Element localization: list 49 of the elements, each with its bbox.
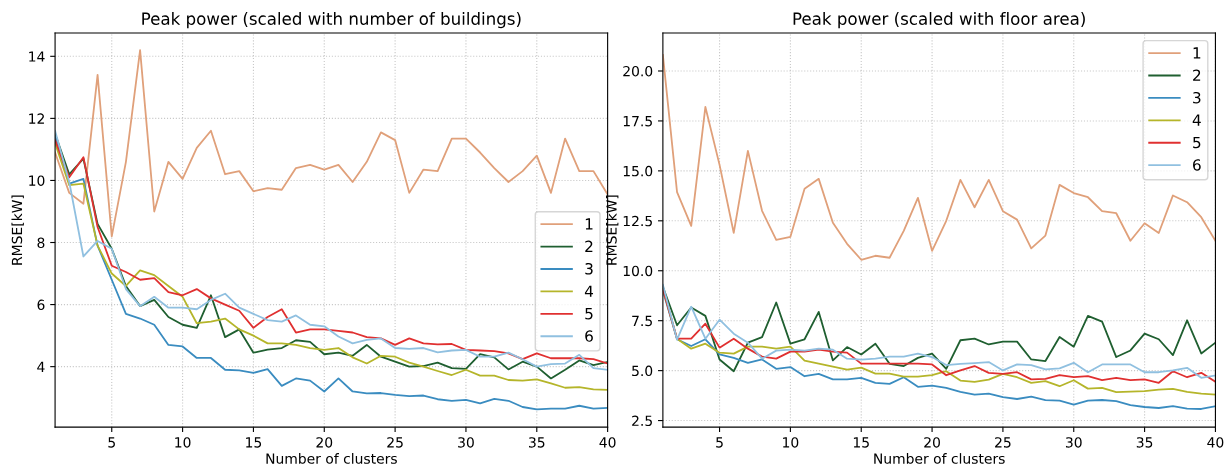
legend-label: 3 (585, 263, 593, 275)
legend-label: 6 (585, 330, 593, 342)
legend-label: 2 (1193, 69, 1201, 81)
x-tick-label: 5 (716, 437, 723, 448)
y-tick-label: 7.5 (632, 315, 652, 327)
y-axis-title: RMSE[kW] (606, 195, 619, 265)
y-tick-label: 6 (37, 299, 45, 311)
x-tick-label: 15 (246, 437, 262, 448)
y-tick-label: 12 (29, 113, 44, 124)
y-tick-label: 12.5 (623, 215, 652, 227)
y-tick-label: 5.0 (632, 365, 653, 377)
y-tick-label: 10.0 (623, 265, 653, 277)
x-tick-label: 25 (995, 437, 1011, 448)
y-tick-label: 15.0 (623, 165, 653, 177)
x-tick-label: 15 (853, 437, 869, 448)
x-tick-label: 40 (1207, 437, 1224, 448)
legend-label: 4 (1192, 114, 1201, 126)
y-tick-label: 20.0 (623, 65, 653, 77)
x-tick-label: 10 (175, 437, 191, 448)
y-tick-label: 2.5 (632, 415, 652, 427)
x-axis-title: Number of clusters (266, 453, 397, 464)
x-tick-label: 30 (1065, 437, 1082, 448)
x-tick-label: 10 (783, 437, 799, 448)
legend-label: 1 (1193, 47, 1201, 59)
y-axis-title: RMSE[kW] (11, 195, 24, 265)
x-tick-label: 40 (599, 437, 616, 448)
y-tick-label: 10 (29, 175, 45, 186)
x-tick-label: 5 (108, 437, 115, 448)
chart-title: Peak power (scaled with number of buildings) (142, 12, 521, 29)
x-tick-label: 35 (529, 437, 545, 448)
y-tick-label: 4 (37, 361, 45, 372)
x-tick-label: 30 (458, 437, 474, 448)
x-axis-title: Number of clusters (874, 453, 1005, 464)
y-tick-label: 8 (37, 237, 45, 248)
x-tick-label: 35 (1136, 437, 1153, 448)
x-tick-label: 20 (924, 437, 940, 448)
legend-label: 3 (1193, 91, 1201, 104)
legend-label: 6 (1193, 159, 1201, 171)
line-series (55, 49, 608, 238)
x-tick-label: 20 (316, 437, 333, 448)
legend-label: 5 (1193, 136, 1201, 149)
y-tick-label: 17.5 (623, 116, 652, 127)
legend-label: 1 (585, 218, 593, 230)
legend-label: 5 (585, 308, 593, 320)
legend-label: 2 (585, 240, 593, 252)
legend-label: 4 (584, 285, 594, 297)
y-tick-label: 14 (29, 51, 45, 62)
x-tick-label: 25 (387, 437, 403, 448)
chart-title: Peak power (scaled with floor area) (793, 12, 1085, 29)
